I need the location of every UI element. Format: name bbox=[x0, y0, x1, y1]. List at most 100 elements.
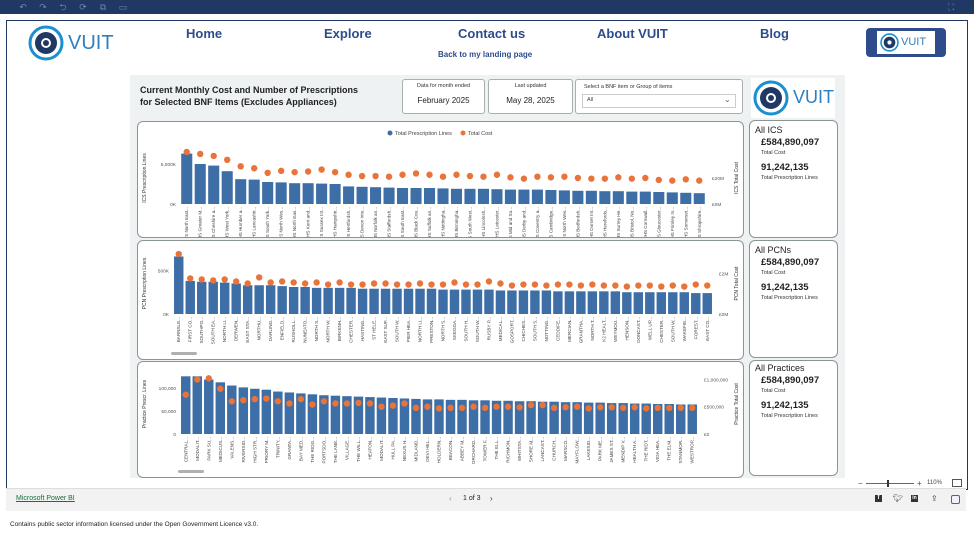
x-tick-label: EAST CO... bbox=[705, 317, 710, 341]
bar bbox=[652, 404, 663, 434]
bar bbox=[311, 287, 322, 314]
vuit-logo[interactable] bbox=[28, 25, 64, 61]
x-tick-label: ORCHARD... bbox=[471, 437, 476, 464]
y2-tick-label: £2M bbox=[719, 271, 728, 277]
last-updated-value: May 28, 2025 bbox=[506, 96, 555, 105]
vuit-home-button[interactable]: VUIT bbox=[866, 28, 946, 57]
x-tick-label: SOUTH H... bbox=[463, 317, 468, 342]
zoom-out-button[interactable]: − bbox=[858, 479, 863, 488]
kpi-practice-lines: 91,242,135 bbox=[761, 400, 809, 411]
cost-dot bbox=[358, 172, 366, 180]
back-icon[interactable]: ⮌ bbox=[59, 2, 67, 12]
cost-dot bbox=[250, 165, 258, 172]
x-tick-label: CHURCH... bbox=[552, 437, 557, 461]
zoom-slider-thumb[interactable] bbox=[887, 480, 889, 487]
x-tick-label: THE WILL... bbox=[356, 437, 361, 462]
landing-page-link[interactable]: Back to my landing page bbox=[438, 50, 533, 59]
x-tick-label: NHS Norfolk an... bbox=[373, 207, 378, 237]
report-title-line2: for Selected BNF Items (Excludes Applian… bbox=[140, 97, 337, 107]
bar bbox=[507, 290, 517, 314]
nav-explore[interactable]: Explore bbox=[324, 26, 372, 41]
fullscreen-icon[interactable]: ⛶ bbox=[947, 2, 955, 12]
nav-contact[interactable]: Contact us bbox=[458, 26, 526, 41]
nav-home[interactable]: Home bbox=[186, 26, 223, 41]
x-tick-label: NHS Cheshire a... bbox=[211, 207, 216, 237]
cost-dot bbox=[210, 277, 217, 284]
cost-dot bbox=[336, 279, 343, 286]
x-tick-label: NHS Surrey He... bbox=[616, 207, 621, 237]
x-tick-label: NHS North Eas... bbox=[292, 207, 297, 237]
cost-dot bbox=[324, 281, 332, 288]
cost-dot bbox=[704, 282, 711, 289]
cost-dot bbox=[187, 275, 194, 282]
bar bbox=[503, 400, 513, 434]
bar bbox=[583, 402, 594, 434]
x-tick-label: NORTH LI... bbox=[222, 317, 227, 342]
bar bbox=[181, 376, 191, 434]
x-tick-label: THE RIDT... bbox=[644, 437, 649, 462]
cost-dot bbox=[385, 173, 393, 180]
x-tick-label: STANMOR... bbox=[678, 437, 683, 463]
cost-dot bbox=[480, 173, 487, 180]
bar bbox=[564, 291, 575, 314]
kpi-pcn-panel: All PCNs £584,890,097 Total Cost 91,242,… bbox=[749, 240, 838, 358]
cost-dot bbox=[681, 283, 688, 290]
zoom-in-button[interactable]: + bbox=[917, 479, 922, 488]
cost-dot bbox=[237, 163, 244, 170]
fit-page-icon[interactable] bbox=[952, 479, 962, 487]
prev-page-button[interactable]: ‹ bbox=[449, 494, 452, 503]
bar bbox=[633, 292, 644, 314]
share-icon[interactable]: ⇪ bbox=[931, 494, 938, 503]
bnf-dropdown[interactable]: All ⌄ bbox=[582, 94, 736, 108]
cost-dot bbox=[412, 170, 420, 177]
x-tick-label: LAKESID... bbox=[586, 437, 591, 460]
bar bbox=[346, 287, 356, 314]
refresh-icon[interactable]: ⟳ bbox=[79, 2, 87, 12]
report-title-line1: Current Monthly Cost and Number of Presc… bbox=[140, 85, 359, 95]
cost-dot bbox=[401, 400, 408, 407]
facebook-icon[interactable]: f bbox=[875, 495, 882, 502]
y-axis-title: Practice Prescr. Lines bbox=[142, 379, 148, 428]
nav-blog[interactable]: Blog bbox=[760, 26, 789, 41]
next-page-button[interactable]: › bbox=[490, 494, 493, 503]
bar bbox=[289, 183, 301, 204]
y-tick-label: 0K bbox=[163, 312, 170, 318]
undo-icon[interactable]: ↶ bbox=[19, 2, 27, 12]
cost-dot bbox=[264, 169, 271, 176]
bar bbox=[194, 164, 206, 204]
cost-dot bbox=[183, 148, 190, 156]
kpi-practice-panel: All Practices £584,890,097 Total Cost 91… bbox=[749, 360, 838, 476]
expand-icon[interactable] bbox=[951, 495, 960, 504]
zoom-slider[interactable] bbox=[866, 483, 914, 484]
cost-dot bbox=[320, 398, 328, 405]
powerbi-link[interactable]: Microsoft Power BI bbox=[16, 495, 75, 502]
x-tick-label: MODALIT... bbox=[195, 437, 200, 461]
cost-dot bbox=[692, 281, 699, 288]
cost-dot bbox=[217, 385, 224, 392]
cost-dot bbox=[382, 280, 389, 287]
cost-dot bbox=[359, 281, 366, 288]
x-tick-label: FIRST CO... bbox=[188, 317, 193, 342]
bar bbox=[530, 290, 540, 314]
bnf-slicer-label: Select a BNF item or Group of items bbox=[584, 84, 673, 90]
x-tick-label: BIRKENH... bbox=[337, 317, 342, 341]
cost-dot bbox=[378, 403, 385, 410]
x-tick-label: PIER HEA... bbox=[406, 317, 411, 342]
cost-dot bbox=[182, 391, 189, 398]
cost-dot bbox=[345, 171, 352, 178]
bar bbox=[376, 397, 387, 434]
bar bbox=[288, 286, 299, 314]
nav-about[interactable]: About VUIT bbox=[597, 26, 668, 41]
x-tick-label: NOTTING... bbox=[544, 317, 549, 342]
bar bbox=[296, 393, 306, 434]
redo-icon[interactable]: ↷ bbox=[39, 2, 47, 12]
linkedin-icon[interactable]: in bbox=[911, 495, 918, 502]
bar bbox=[514, 401, 525, 434]
twitter-icon[interactable]: 🐦︎ bbox=[893, 494, 904, 503]
window-icon[interactable]: ▭ bbox=[118, 2, 128, 12]
copy-icon[interactable]: ⧉ bbox=[99, 2, 107, 12]
x-tick-label: NHS Shropshire... bbox=[697, 207, 702, 237]
bar bbox=[558, 190, 570, 204]
bar bbox=[585, 190, 597, 204]
inner-vuit-logo[interactable]: VUIT bbox=[751, 78, 835, 118]
